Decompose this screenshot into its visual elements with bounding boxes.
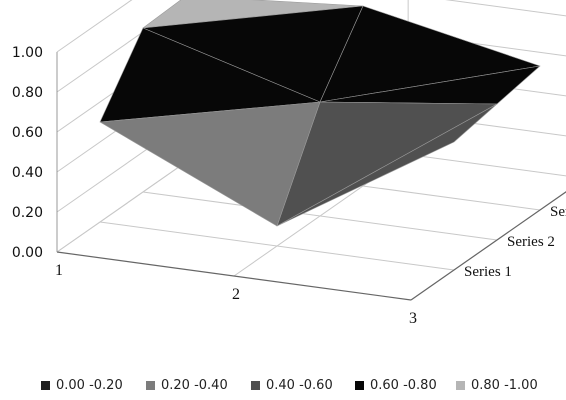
series-tick-label: Series 3 <box>550 204 566 220</box>
z-tick-label: 1.00 <box>12 45 43 61</box>
category-tick-label: 2 <box>232 286 240 303</box>
z-tick-label: 0.00 <box>12 245 43 261</box>
legend-swatch <box>251 381 260 390</box>
series-tick-label: Series 1 <box>464 264 512 280</box>
chart-legend: 0.00 -0.20 0.20 -0.40 0.40 -0.60 0.60 -0.80… <box>0 378 566 398</box>
series-tick-label: Series 2 <box>507 234 555 250</box>
legend-swatch <box>456 381 465 390</box>
legend-item: 0.80 -1.00 <box>456 378 538 393</box>
legend-label: 0.40 -0.60 <box>266 378 333 393</box>
floor-gridline <box>100 222 454 270</box>
legend-swatch <box>41 381 50 390</box>
legend-item: 0.40 -0.60 <box>251 378 333 393</box>
category-tick-label: 1 <box>55 262 63 279</box>
category-tick-label: 3 <box>409 310 417 327</box>
legend-item: 0.60 -0.80 <box>355 378 437 393</box>
legend-label: 0.80 -1.00 <box>471 378 538 393</box>
z-tick-label: 0.40 <box>12 165 43 181</box>
legend-label: 0.60 -0.80 <box>370 378 437 393</box>
legend-label: 0.20 -0.40 <box>161 378 228 393</box>
z-tick-label: 0.80 <box>12 85 43 101</box>
legend-label: 0.00 -0.20 <box>56 378 123 393</box>
legend-swatch <box>355 381 364 390</box>
z-tick-label: 0.60 <box>12 125 43 141</box>
legend-item: 0.00 -0.20 <box>41 378 123 393</box>
legend-swatch <box>146 381 155 390</box>
legend-item: 0.20 -0.40 <box>146 378 228 393</box>
chart-surface <box>100 0 540 226</box>
z-tick-label: 0.20 <box>12 205 43 221</box>
